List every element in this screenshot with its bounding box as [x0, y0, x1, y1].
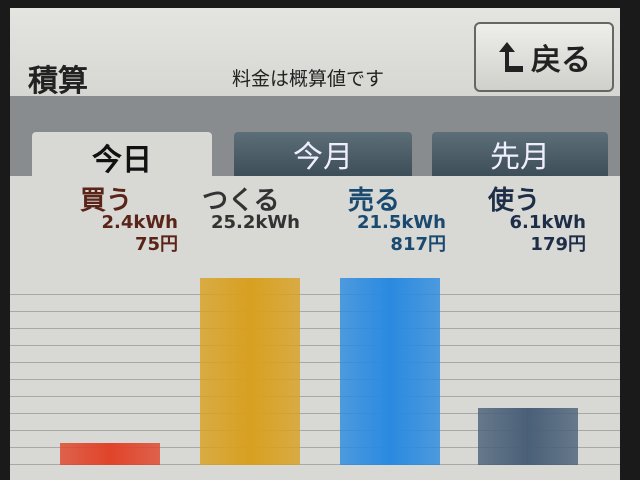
kwh-value: 25.2kWh	[210, 212, 300, 233]
tab-today[interactable]: 今日	[32, 132, 212, 182]
category-label: 売る 21.5kWh 817円	[348, 186, 446, 256]
header: 積算 料金は概算値です 戻る	[10, 8, 620, 99]
category-name: つくる	[202, 186, 280, 216]
back-button[interactable]: 戻る	[474, 22, 614, 92]
yen-value: 179円	[530, 234, 586, 255]
bar-3	[340, 278, 440, 465]
bar-4	[478, 407, 578, 465]
yen-value: 817円	[390, 234, 446, 255]
tab-bar: 今日 今月 先月	[10, 96, 620, 182]
tab-this-month[interactable]: 今月	[234, 132, 412, 176]
kwh-value: 2.4kWh	[101, 212, 178, 233]
category-name: 買う	[80, 186, 133, 216]
tab-last-month[interactable]: 先月	[432, 132, 608, 176]
page-title: 積算	[28, 64, 88, 99]
category-label: 買う 2.4kWh 75円	[80, 186, 178, 256]
category-label: 使う 6.1kWh 179円	[488, 186, 586, 256]
yen-value	[202, 234, 300, 256]
category-label: つくる 25.2kWh	[202, 186, 300, 256]
back-label: 戻る	[531, 43, 591, 78]
bar-chart	[10, 278, 620, 465]
bar-2	[200, 278, 300, 465]
bar-1	[60, 442, 160, 465]
arrow-up-left-icon	[499, 42, 523, 72]
summary-panel: 買う 2.4kWh 75円 つくる 25.2kWh 売る 21.5kWh 817円 使う 6.1…	[10, 176, 620, 480]
yen-value: 75円	[134, 234, 178, 255]
kwh-value: 6.1kWh	[509, 212, 586, 233]
estimate-note: 料金は概算値です	[232, 68, 385, 90]
screen: 積算 料金は概算値です 戻る 今日 今月 先月 買う 2.4kWh 75円 つくる 25…	[10, 8, 620, 480]
kwh-value: 21.5kWh	[356, 212, 446, 233]
category-name: 売る	[348, 186, 401, 216]
category-name: 使う	[488, 186, 541, 216]
